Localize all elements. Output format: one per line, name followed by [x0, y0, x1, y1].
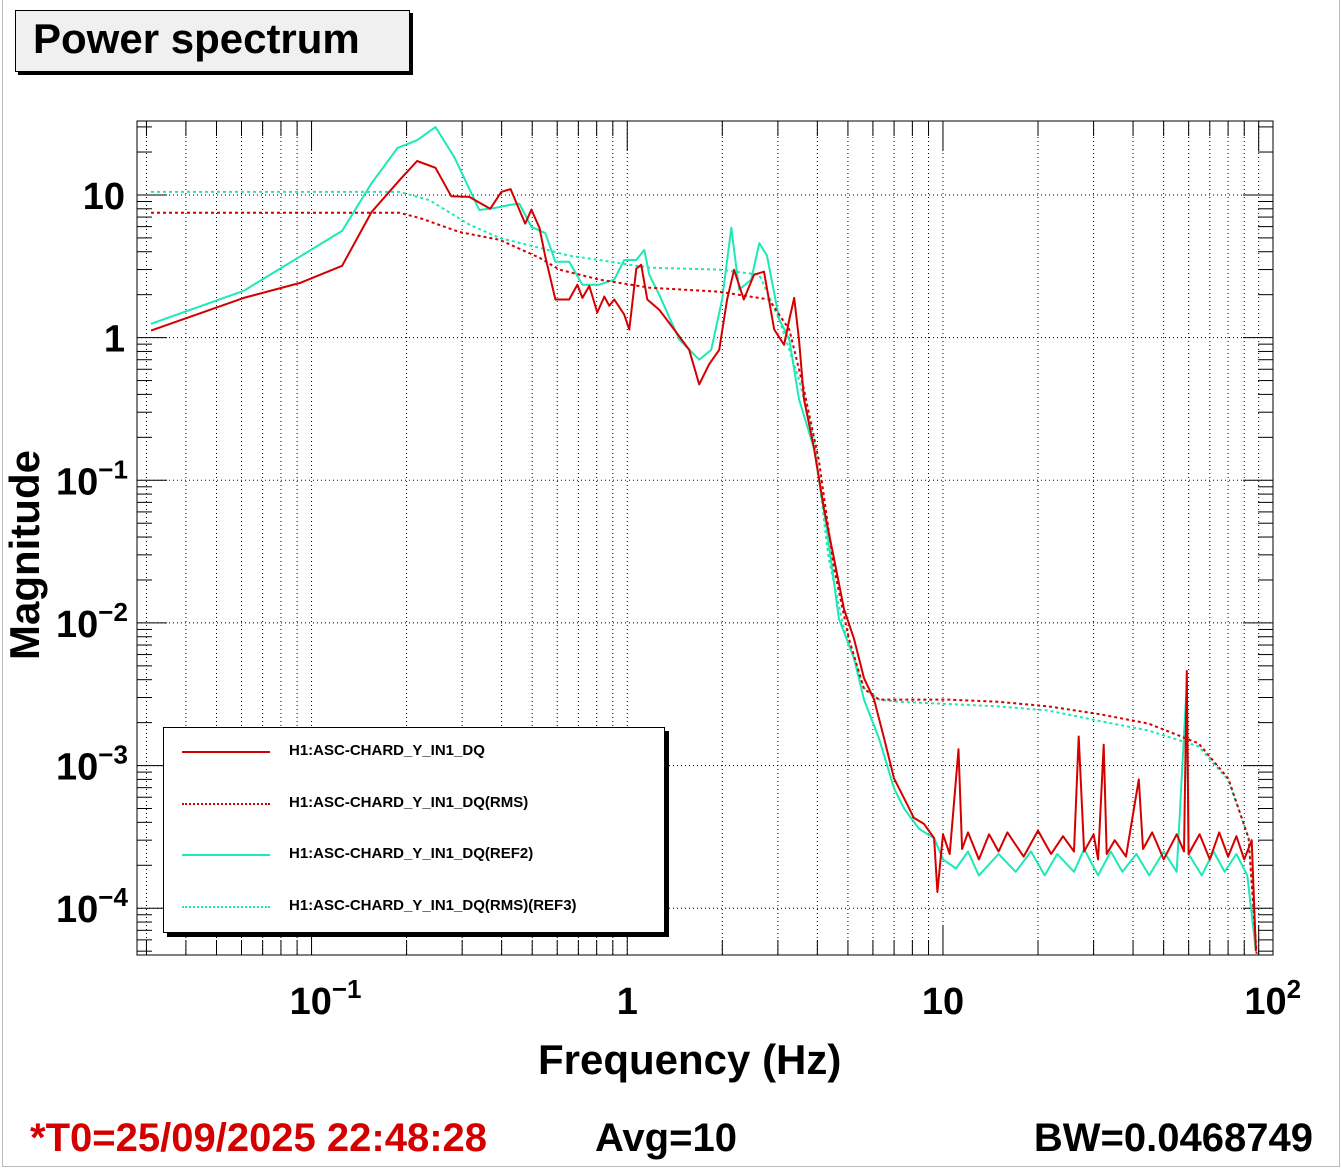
chart-title: Power spectrum [33, 15, 360, 62]
t0-timestamp: *T0=25/09/2025 22:48:28 [30, 1116, 488, 1160]
legend-entry: H1:ASC-CHARD_Y_IN1_DQ [164, 742, 664, 762]
legend-entry: H1:ASC-CHARD_Y_IN1_DQ(REF2) [164, 845, 664, 865]
legend-swatch [182, 906, 270, 908]
y-tick-label: 10 [83, 176, 125, 218]
y-tick-label: 10−3 [56, 740, 128, 789]
average-count: Avg=10 [595, 1116, 737, 1160]
plot-frame [136, 120, 1274, 956]
legend-swatch [182, 751, 270, 753]
x-tick-label: 102 [1244, 974, 1301, 1023]
legend-label: H1:ASC-CHARD_Y_IN1_DQ(RMS) [289, 794, 529, 811]
legend-swatch [182, 854, 270, 856]
y-tick-label: 10−4 [56, 882, 128, 931]
legend-label: H1:ASC-CHARD_Y_IN1_DQ(RMS)(REF3) [289, 897, 577, 914]
y-tick-label: 10−1 [56, 454, 128, 503]
bandwidth: BW=0.0468749 [1033, 1116, 1313, 1160]
y-axis-label: Magnitude [1, 450, 48, 660]
series-line [151, 190, 1258, 954]
legend-label: H1:ASC-CHARD_Y_IN1_DQ [289, 742, 485, 759]
y-tick-label: 10−2 [56, 597, 128, 646]
x-axis-label: Frequency (Hz) [538, 1036, 842, 1083]
legend-entry: H1:ASC-CHARD_Y_IN1_DQ(RMS)(REF3) [164, 897, 664, 917]
series-line [150, 126, 1257, 952]
x-tick-label: 10 [922, 981, 964, 1023]
legend-label: H1:ASC-CHARD_Y_IN1_DQ(REF2) [289, 845, 534, 862]
title-box: Power spectrum [15, 10, 410, 72]
legend[interactable]: H1:ASC-CHARD_Y_IN1_DQ H1:ASC-CHARD_Y_IN1… [163, 727, 665, 933]
legend-swatch [182, 803, 270, 805]
x-tick-label: 1 [617, 981, 638, 1023]
legend-entry: H1:ASC-CHARD_Y_IN1_DQ(RMS) [164, 794, 664, 814]
series-line [151, 211, 1258, 954]
x-tick-label: 10−1 [290, 974, 362, 1023]
y-tick-label: 1 [104, 319, 125, 361]
